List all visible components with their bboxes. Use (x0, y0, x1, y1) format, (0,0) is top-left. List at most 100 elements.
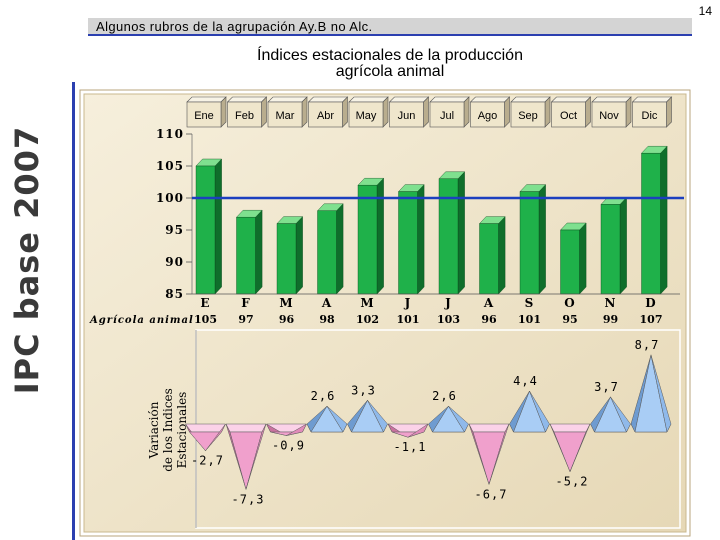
bar-oct (560, 222, 587, 295)
variation-pyramid-feb: -7,3 (225, 423, 267, 506)
month-header-side (585, 96, 591, 128)
variation-label: 2,6 (311, 389, 336, 403)
bar-abr (317, 203, 344, 295)
pyramid-right-face (367, 400, 388, 433)
month-label: Feb (235, 110, 254, 122)
month-header-side (342, 96, 348, 128)
bar-side (538, 184, 546, 295)
month-label: Sep (518, 110, 538, 122)
variation-pyramid-ago: -6,7 (468, 423, 510, 501)
pyramid-right-face (326, 405, 348, 433)
pyramid-right-face (286, 423, 308, 436)
variation-pyramid-jun: -1,1 (387, 423, 429, 454)
pyramid-base (225, 423, 267, 433)
bar-front (236, 216, 256, 295)
chart-panel (83, 93, 687, 533)
month-header-mar: Mar (267, 96, 308, 128)
bar-side (376, 177, 384, 295)
month-header-box (551, 101, 586, 128)
variation-axis-label-line: de los Indices (161, 388, 175, 472)
month-label: Jun (398, 110, 416, 122)
data-value-label: 101 (518, 313, 541, 326)
variation-label: -0,9 (272, 439, 305, 453)
month-initial: M (279, 296, 293, 310)
bar-front (600, 204, 621, 295)
month-header-box (389, 101, 424, 128)
variation-axis-label-line: Variación (147, 401, 161, 459)
month-label: Abr (317, 110, 334, 122)
bar-front (438, 178, 459, 295)
pyramid-right-face (488, 423, 510, 485)
page-number: 14 (698, 4, 712, 18)
left-divider (72, 82, 75, 540)
pyramid-right-face (610, 396, 631, 433)
month-header-box (186, 101, 222, 128)
pyramid-right-face (245, 423, 267, 490)
month-initial: M (360, 296, 374, 310)
month-header-top (348, 96, 389, 103)
month-header-jul: Jul (429, 96, 470, 128)
data-value-label: 95 (562, 313, 577, 326)
month-header-side (423, 96, 429, 128)
month-header-may: May (348, 96, 389, 128)
variation-pyramid-sep: 4,4 (509, 374, 550, 433)
month-label: May (356, 110, 377, 122)
month-label: Nov (599, 110, 619, 122)
month-header-box (227, 101, 262, 128)
month-initial: O (564, 296, 575, 310)
data-value-label: 96 (279, 313, 295, 326)
bar-may (357, 177, 385, 295)
variation-label: 3,7 (594, 380, 619, 394)
month-header-box (267, 101, 303, 128)
bar-side (417, 184, 425, 295)
month-header-feb: Feb (226, 96, 268, 128)
variation-label: 3,3 (351, 383, 376, 397)
data-value-label: 102 (356, 313, 379, 326)
pyramid-right-face (448, 405, 469, 433)
chart-title-line-1: Índices estacionales de la producción (257, 47, 523, 64)
pyramid-base (549, 423, 591, 433)
month-header-box (348, 101, 384, 128)
bar-sep (519, 184, 547, 295)
bar-mar (276, 216, 304, 295)
month-header-side (666, 96, 672, 128)
bar-side (457, 171, 465, 295)
month-initial: S (525, 296, 535, 310)
month-label: Ene (194, 110, 214, 122)
data-value-label: 98 (319, 313, 335, 326)
month-header-box (308, 101, 343, 128)
variation-label: 4,4 (513, 374, 538, 388)
bar-front (641, 152, 661, 295)
month-header-top (186, 96, 227, 103)
month-header-box (591, 101, 627, 128)
variation-pyramid-nov: 3,7 (590, 380, 631, 433)
month-initial: E (200, 296, 210, 310)
bar-side (579, 222, 587, 295)
data-value-label: 105 (194, 313, 217, 326)
month-header-dic: Dic (631, 96, 673, 128)
variation-axis-label: Variaciónde los IndicesEstacionales (147, 388, 189, 472)
variation-label: -6,7 (475, 487, 508, 501)
month-header-side (625, 96, 632, 128)
month-header-side (261, 96, 267, 128)
chart-title-line-2: agrícola animal (335, 63, 445, 80)
month-header-box (632, 101, 667, 128)
bar-jul (438, 171, 466, 295)
month-header-box (510, 101, 546, 128)
y-tick-label: 100 (156, 191, 184, 205)
data-value-label: 101 (397, 313, 420, 326)
month-header-top (631, 96, 673, 103)
month-label: Jul (440, 110, 454, 122)
month-initial: A (483, 296, 494, 310)
bar-side (214, 158, 222, 295)
pyramid-right-face (407, 423, 429, 438)
month-header-side (504, 96, 510, 128)
bar-side (498, 216, 506, 295)
bar-front (519, 191, 540, 295)
month-header-top (469, 96, 511, 103)
month-header-side (382, 96, 389, 128)
bar-side (336, 203, 344, 295)
month-header-jun: Jun (388, 96, 430, 128)
month-header-abr: Abr (307, 96, 349, 128)
month-header-top (226, 96, 268, 103)
